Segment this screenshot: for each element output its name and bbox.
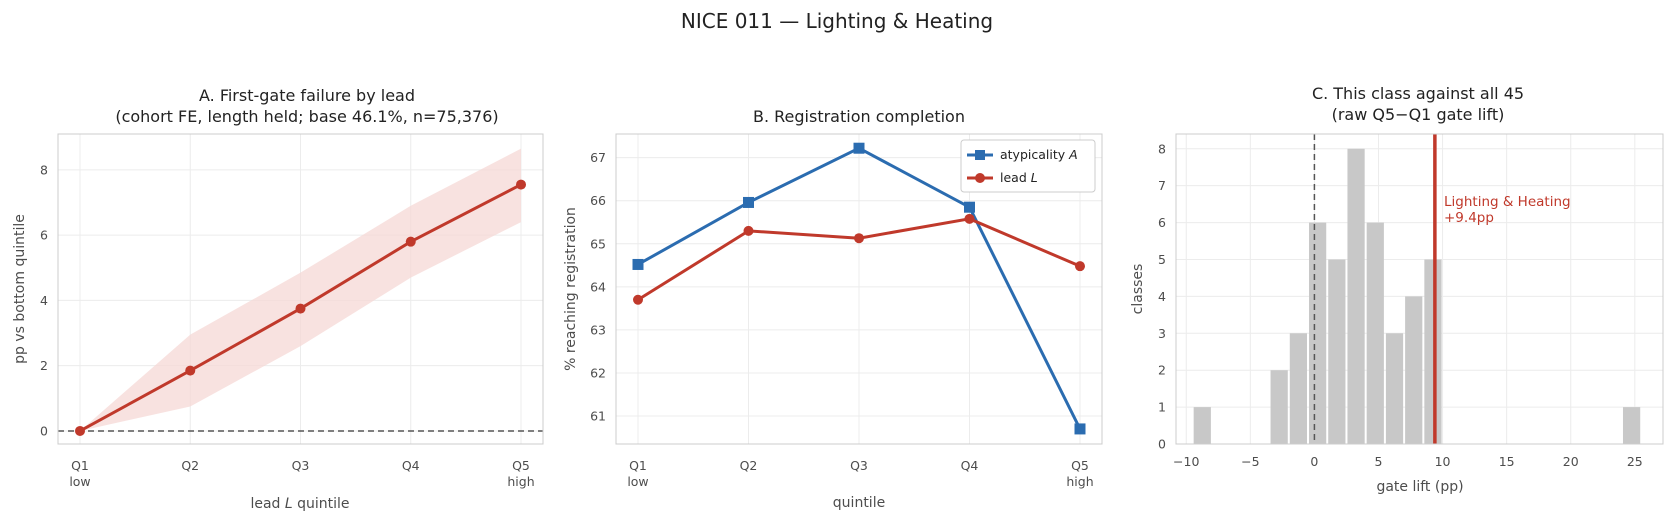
- panel-a-xtick-label: Q4: [402, 458, 420, 473]
- panel-c-ytick-label: 5: [1158, 252, 1166, 267]
- panel-b-xlabel: quintile: [833, 495, 885, 511]
- panel-c-histogram-bar: [1622, 407, 1641, 444]
- panel-b-point-lead: [743, 225, 754, 236]
- panel-c-xtick-label: 15: [1499, 454, 1515, 469]
- panel-a-title-line2: (cohort FE, length held; base 46.1%, n=7…: [115, 107, 498, 126]
- panel-b-ytick-label: 64: [590, 279, 606, 294]
- legend-marker-atypicality: [975, 150, 985, 160]
- panel-a-point: [405, 236, 416, 247]
- panel-a-xtick-label: Q3: [292, 458, 310, 473]
- panel-c-ytick-label: 8: [1158, 141, 1166, 156]
- panel-b-ytick-label: 67: [590, 150, 606, 165]
- panel-c-title-line1: C. This class against all 45: [1312, 84, 1524, 103]
- highlight-label-line2: +9.4pp: [1444, 210, 1494, 226]
- panel-b-xtick-label: Q5: [1071, 458, 1089, 473]
- panel-a-ytick-label: 0: [40, 423, 48, 438]
- panel-c-histogram-bar: [1309, 222, 1327, 444]
- panel-c-histogram-bar: [1289, 333, 1308, 444]
- panel-a-ytick-label: 4: [40, 293, 48, 308]
- panel-a-point: [75, 425, 85, 436]
- panel-a-xtick-sublabel: low: [69, 474, 90, 489]
- panel-c-ytick-label: 1: [1158, 400, 1166, 415]
- panel-c-histogram-bar: [1328, 259, 1346, 444]
- panel-b-title: B. Registration completion: [753, 107, 965, 126]
- panel-c-frame: [1175, 133, 1664, 445]
- panel-a-point: [516, 179, 526, 190]
- panel-a-ytick-label: 8: [40, 162, 48, 177]
- panel-c-xtick-label: −10: [1173, 454, 1199, 469]
- panel-c-histogram-bar: [1385, 333, 1404, 444]
- panel-c-ytick-label: 2: [1158, 363, 1166, 378]
- panel-a-point: [295, 303, 306, 314]
- panel-b-ytick-label: 62: [590, 365, 606, 380]
- panel-a-point: [185, 365, 196, 376]
- panel-a-xtick-label: Q2: [181, 458, 199, 473]
- panel-b-xtick-label: Q4: [961, 458, 979, 473]
- panel-b: B. Registration completion 61 62 63 64 65 66 6…: [563, 107, 1103, 511]
- panel-a-ytick-label: 2: [40, 358, 48, 373]
- panel-c-xtick-label: 25: [1627, 454, 1643, 469]
- panel-c-title-line2: (raw Q5−Q1 gate lift): [1332, 105, 1505, 124]
- panel-b-point-atypicality: [964, 201, 975, 213]
- panel-b-point-atypicality: [1074, 423, 1086, 435]
- panel-b-xtick-sublabel: high: [1066, 474, 1093, 489]
- panel-b-frame: [615, 133, 1103, 445]
- legend-label-atypicality: atypicality A: [1000, 147, 1078, 162]
- panel-b-ytick-label: 65: [590, 236, 606, 251]
- panel-c-histogram-bar: [1366, 222, 1384, 444]
- panel-a-xtick-label: Q5: [512, 458, 530, 473]
- panel-c: C. This class against all 45 (raw Q5−Q1 …: [1130, 84, 1664, 495]
- panel-b-point-lead: [964, 213, 975, 224]
- panel-c-xtick-label: 20: [1563, 454, 1579, 469]
- panel-b-xtick-label: Q1: [629, 458, 647, 473]
- panel-b-point-atypicality: [743, 196, 754, 208]
- panel-c-ylabel: classes: [1130, 264, 1146, 315]
- panel-a-xtick-label: Q1: [71, 458, 89, 473]
- panel-c-xtick-label: 10: [1435, 454, 1451, 469]
- panel-b-xtick-label: Q2: [740, 458, 758, 473]
- panel-c-ytick-label: 6: [1158, 215, 1166, 230]
- panel-b-ytick-label: 63: [590, 322, 606, 337]
- legend-label-lead: lead L: [1000, 170, 1038, 185]
- panel-b-xtick-label: Q3: [850, 458, 868, 473]
- panel-a-confidence-band: [80, 148, 521, 431]
- panel-c-ytick-label: 4: [1158, 289, 1166, 304]
- panel-b-ylabel: % reaching registration: [563, 207, 579, 371]
- panel-a-frame: [57, 133, 544, 445]
- panel-b-point-atypicality: [632, 258, 644, 270]
- highlight-label-line1: Lighting & Heating: [1444, 194, 1571, 210]
- panel-c-ytick-label: 3: [1158, 326, 1166, 341]
- panel-c-xtick-label: 0: [1310, 454, 1318, 469]
- panel-b-xtick-sublabel: low: [627, 474, 648, 489]
- panel-b-legend: atypicality A lead L: [960, 139, 1096, 193]
- panel-b-point-lead: [854, 233, 864, 244]
- panel-a-title-line1: A. First-gate failure by lead: [199, 86, 415, 105]
- panel-c-histogram-bar: [1424, 259, 1442, 444]
- panel-c-xtick-label: 5: [1375, 454, 1383, 469]
- panel-b-ytick-label: 61: [590, 409, 606, 424]
- panel-a-xlabel: lead L quintile: [250, 496, 349, 512]
- panel-c-histogram-bar: [1270, 370, 1288, 444]
- panel-c-xtick-label: −5: [1241, 454, 1259, 469]
- panel-b-point-lead: [1075, 261, 1085, 272]
- panel-c-histogram-bar: [1405, 296, 1423, 444]
- legend-marker-lead: [975, 173, 985, 183]
- panel-c-ytick-label: 0: [1158, 437, 1166, 452]
- panel-c-histogram-bar: [1347, 148, 1365, 444]
- panel-c-xlabel: gate lift (pp): [1376, 479, 1463, 495]
- panel-a-xtick-sublabel: high: [507, 474, 534, 489]
- panel-b-ytick-label: 66: [590, 193, 606, 208]
- legend-box: [960, 139, 1096, 193]
- panel-a-ylabel: pp vs bottom quintile: [12, 214, 28, 364]
- panel-c-ytick-label: 7: [1158, 178, 1166, 193]
- panel-c-histogram-bar: [1193, 407, 1211, 444]
- panel-b-point-lead: [633, 294, 643, 305]
- panel-b-point-atypicality: [853, 142, 865, 154]
- panel-a: A. First-gate failure by lead (cohort FE…: [12, 86, 544, 512]
- figure-title: NICE 011 — Lighting & Heating: [681, 9, 993, 33]
- panel-a-ytick-label: 6: [40, 228, 48, 243]
